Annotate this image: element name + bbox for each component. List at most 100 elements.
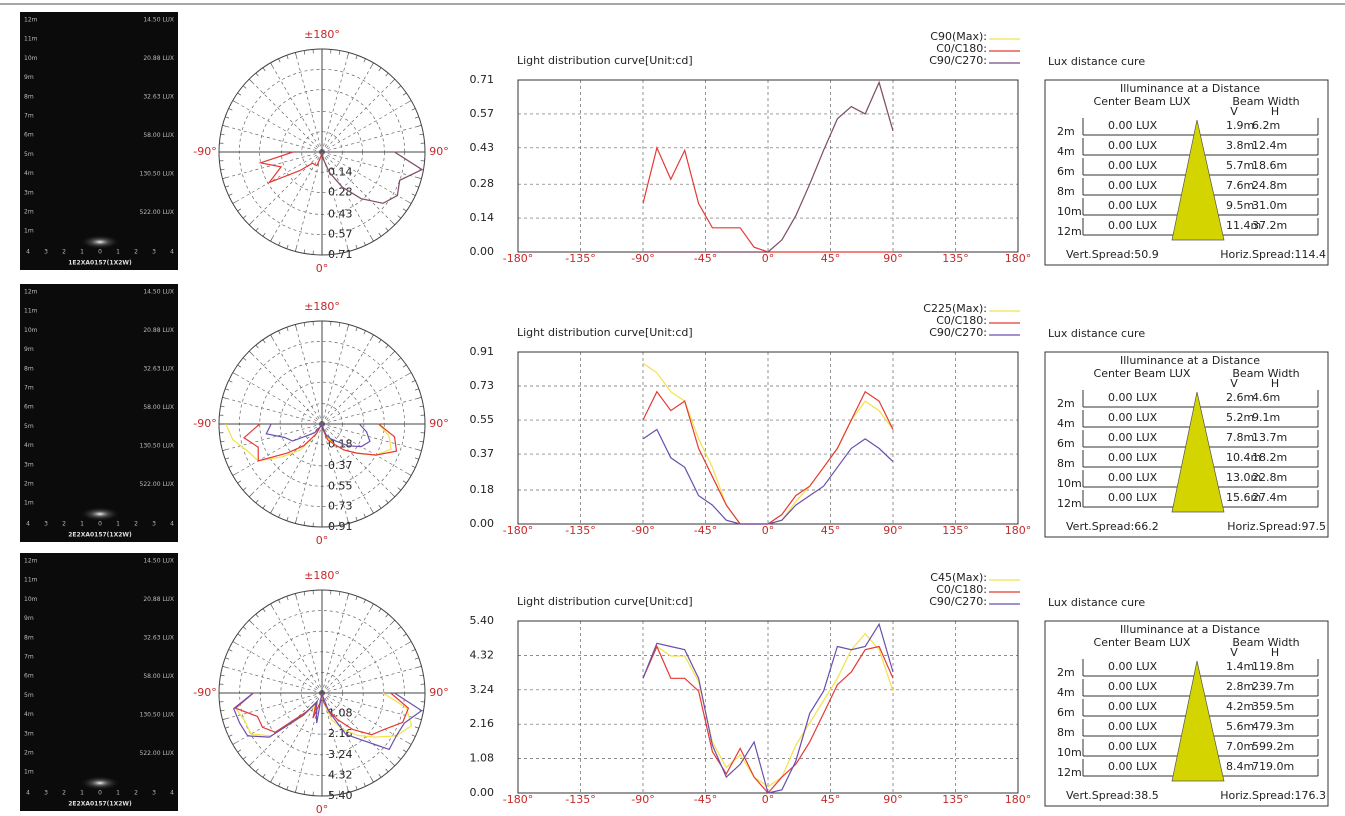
rim-tick: [278, 330, 281, 335]
col-v: V: [1230, 646, 1238, 659]
rim-tick: [242, 626, 247, 630]
row-h: 22.8m: [1252, 471, 1287, 484]
r-tick-label: 0.14: [328, 165, 353, 178]
row-v: 2.6m: [1226, 391, 1254, 404]
rim-tick: [242, 85, 247, 89]
rim-tick: [347, 593, 349, 598]
row-h: 37.2m: [1252, 219, 1287, 232]
lux-label: 20.88 LUX: [143, 55, 174, 62]
rim-tick: [222, 666, 227, 668]
r-tick-label: 0.28: [328, 186, 353, 199]
rim-tick: [248, 221, 253, 226]
radial-line: [321, 100, 412, 153]
axis-label: 4: [170, 521, 174, 528]
rim-tick: [222, 718, 227, 720]
y-tick-label: 0.18: [470, 483, 495, 496]
rim-tick: [270, 509, 273, 514]
table-title: Lux distance cure: [1048, 327, 1145, 340]
rim-tick: [262, 232, 266, 237]
rim-tick: [411, 380, 416, 383]
axis-label: 3: [152, 521, 156, 528]
radial-line: [321, 593, 349, 694]
rim-tick: [222, 125, 227, 127]
col-width: Beam Width: [1232, 367, 1299, 380]
polar-curve: [232, 692, 423, 751]
x-tick-label: -45°: [694, 252, 717, 265]
lux-label: 130.50 LUX: [140, 712, 174, 719]
series-line: [642, 622, 894, 794]
rim-tick: [303, 521, 306, 526]
row-lux: 0.00 LUX: [1108, 219, 1158, 232]
rim-tick: [225, 185, 230, 188]
radial-line: [248, 619, 323, 694]
beam-triangle: [1171, 660, 1225, 782]
rim-tick: [385, 227, 389, 232]
rim-tick: [397, 487, 402, 491]
rim-tick: [419, 674, 424, 677]
row-h: 12.4m: [1252, 139, 1287, 152]
rim-tick: [338, 521, 341, 526]
y-tick-label: 5.40: [470, 614, 495, 627]
rim-tick: [414, 116, 419, 119]
distance-label: 12m: [24, 558, 38, 565]
rim-tick: [232, 641, 237, 644]
rim-tick: [303, 50, 306, 55]
x-tick-label: 180°: [1005, 793, 1032, 806]
y-tick-label: 0.00: [470, 245, 495, 258]
radial-line: [321, 350, 396, 425]
rim-tick: [355, 516, 358, 521]
row-v: 7.8m: [1226, 431, 1254, 444]
rim-tick: [232, 473, 237, 476]
distance-label: 5m: [24, 692, 34, 699]
rim-tick: [295, 788, 297, 793]
row-h: 24.8m: [1252, 179, 1287, 192]
distance-label: 10m: [24, 55, 38, 62]
row-h: 599.2m: [1252, 740, 1294, 753]
rim-tick: [295, 519, 297, 524]
row-distance: 8m: [1057, 726, 1075, 739]
legend-label: C0/C180:: [936, 42, 987, 55]
vert-spread: Vert.Spread:66.2: [1066, 520, 1159, 533]
rim-tick: [407, 201, 412, 204]
rim-tick: [391, 78, 396, 83]
distance-label: 7m: [24, 113, 34, 120]
row-distance: 6m: [1057, 165, 1075, 178]
rim-tick: [338, 322, 341, 327]
rim-tick: [255, 613, 259, 618]
axis-label: 4: [170, 790, 174, 797]
rim-tick: [222, 397, 227, 399]
rim-tick: [363, 599, 366, 604]
rim-tick: [220, 133, 225, 136]
axis-label: 4: [170, 249, 174, 256]
rim-tick: [378, 608, 382, 613]
rim-tick: [278, 599, 281, 604]
rim-tick: [220, 440, 225, 443]
rim-tick: [371, 603, 374, 608]
radial-line: [321, 692, 374, 783]
x-tick-label: -135°: [565, 524, 595, 537]
radial-line: [321, 151, 422, 179]
radial-line: [321, 125, 422, 153]
rim-tick: [385, 72, 389, 77]
rim-tick: [225, 457, 230, 460]
r-tick-label: 0.43: [328, 207, 353, 220]
polar-curve: [321, 151, 424, 204]
rim-tick: [391, 762, 396, 767]
lux-label: 32.63 LUX: [143, 94, 174, 101]
axis-label: 3: [44, 521, 48, 528]
rim-tick: [397, 756, 402, 760]
axis-label: 3: [152, 790, 156, 797]
distance-label: 4m: [24, 711, 34, 718]
row-h: 27.4m: [1252, 491, 1287, 504]
rim-tick: [417, 666, 422, 668]
horiz-spread: Horiz.Spread:176.3: [1220, 789, 1326, 802]
row-distance: 10m: [1057, 205, 1082, 218]
radial-line: [295, 423, 323, 524]
rim-tick: [242, 756, 247, 760]
distance-label: 5m: [24, 423, 34, 430]
r-tick-label: 0.37: [328, 459, 353, 472]
rim-tick: [222, 449, 227, 451]
rim-tick: [237, 208, 242, 212]
radial-line: [321, 423, 422, 451]
rim-tick: [411, 465, 416, 468]
